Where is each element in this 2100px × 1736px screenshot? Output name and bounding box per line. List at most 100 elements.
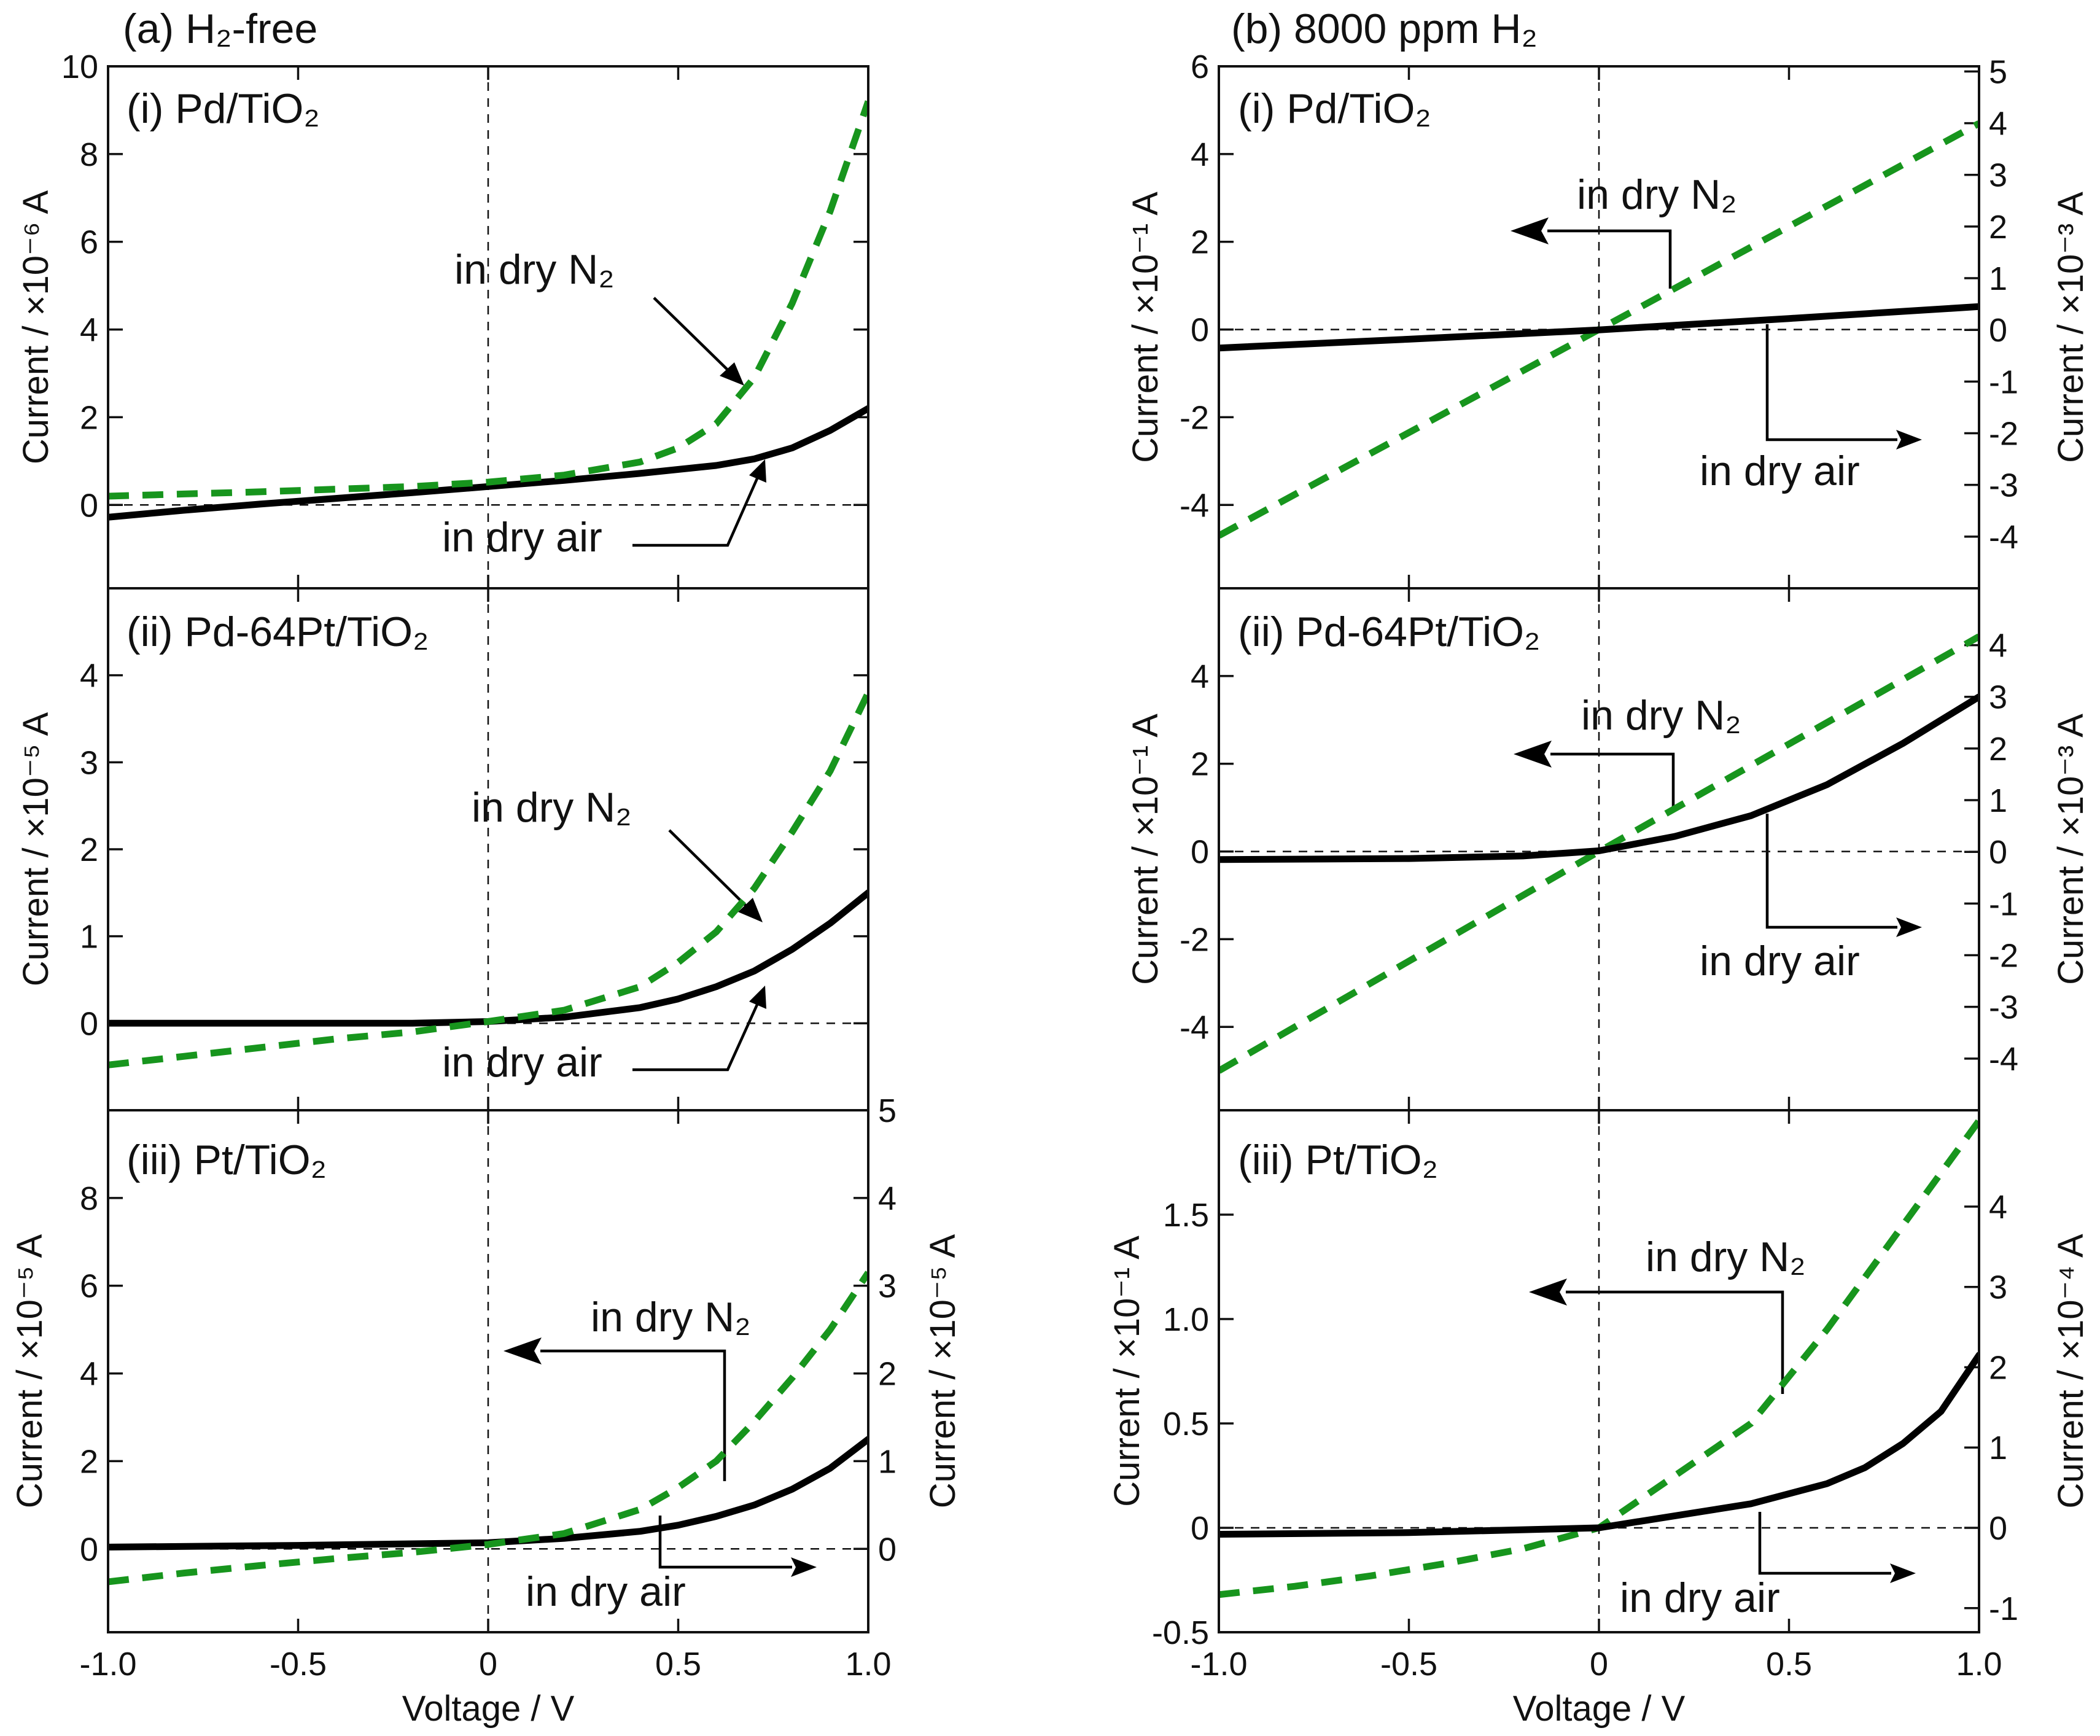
frame-b xyxy=(1218,65,1980,1633)
y-tick-label: 6 xyxy=(80,224,98,261)
annotation-arrow-air xyxy=(1765,324,1897,442)
annotation-n2: in dry N₂ xyxy=(1646,1234,1806,1280)
figure-title-a: (a) H₂-free xyxy=(123,6,317,52)
x-tick-label: 0.5 xyxy=(1766,1646,1812,1683)
y-tick-label-right: 2 xyxy=(1989,209,2007,246)
y-tick-label: -2 xyxy=(1180,921,1209,958)
annotation-air: in dry air xyxy=(1620,1574,1780,1621)
series-group xyxy=(108,100,868,521)
panel-label: (iii) Pt/TiO₂ xyxy=(126,1137,327,1183)
panel-label: (i) Pd/TiO₂ xyxy=(126,85,320,132)
y-tick-label: 2 xyxy=(80,399,98,436)
y-tick-label-right: 3 xyxy=(1989,1269,2007,1306)
panel-b-i: (i) Pd/TiO₂ Current / ×10⁻¹ A Current / … xyxy=(1126,49,2091,588)
annotation-arrow-air xyxy=(1765,814,1897,929)
y-tick-label: 8 xyxy=(80,1180,98,1217)
y-tick-label-right: 3 xyxy=(878,1268,896,1305)
arrowhead-air xyxy=(749,459,766,483)
annotation-air: in dry air xyxy=(526,1568,686,1615)
y-tick-label-right: 0 xyxy=(1989,312,2007,349)
y-tick-label-right: -1 xyxy=(1989,886,2018,922)
series-line-dry-air xyxy=(108,1436,868,1551)
y-axis-label: Current / ×10⁻¹ A xyxy=(1126,714,1165,985)
panel-a-ii: (ii) Pd-64Pt/TiO₂ Current / ×10⁻⁵ A in d… xyxy=(16,588,869,1110)
y-tick-label-right: 4 xyxy=(1989,628,2007,664)
series-group xyxy=(108,1271,868,1586)
x-tick-label: -1.0 xyxy=(79,1646,136,1683)
y-tick-label-right: 1 xyxy=(878,1443,896,1480)
y-tick-label-right: 0 xyxy=(1989,1510,2007,1547)
annotation-arrow-n2 xyxy=(668,829,753,913)
y-axis-label-right: Current / ×10⁻⁴ A xyxy=(2051,1234,2091,1509)
series-line-dry-n2 xyxy=(108,1271,868,1586)
y-tick-label-right: -2 xyxy=(1989,416,2018,453)
arrowhead-n2 xyxy=(504,1337,542,1364)
y-tick-label-right: 0 xyxy=(878,1531,896,1568)
y-tick-label-right: 2 xyxy=(878,1356,896,1393)
panel-a-i: (i) Pd/TiO₂ Current / ×10⁻⁶ A in dry N₂ … xyxy=(16,49,869,588)
y-tick-label-right: 2 xyxy=(1989,1349,2007,1386)
annotation-air: in dry air xyxy=(1700,938,1860,984)
y-axis-label-right: Current / ×10⁻³ A xyxy=(2051,714,2091,985)
x-tick-label: -1.0 xyxy=(1190,1646,1247,1683)
y-tick-label: 4 xyxy=(1191,658,1209,695)
arrowhead-n2 xyxy=(1514,741,1552,768)
arrowhead-air xyxy=(791,1557,817,1577)
y-tick-label-right: -3 xyxy=(1989,989,2018,1026)
y-tick-label-right: 4 xyxy=(1989,1189,2007,1226)
y-tick-label-right: 4 xyxy=(1989,106,2007,142)
annotation-arrow-n2 xyxy=(1547,229,1672,289)
y-tick-label-right: 0 xyxy=(1989,834,2007,871)
arrowhead-air xyxy=(749,986,766,1009)
panel-label: (i) Pd/TiO₂ xyxy=(1238,85,1431,132)
arrowhead-n2 xyxy=(720,362,744,386)
y-tick-label: 2 xyxy=(80,1443,98,1480)
arrowhead-air xyxy=(1896,917,1922,937)
x-tick-label: 1.0 xyxy=(1956,1646,2002,1683)
y-tick-label: 6 xyxy=(80,1268,98,1305)
y-tick-label: 4 xyxy=(1191,136,1209,173)
y-tick-label: 0.5 xyxy=(1163,1406,1209,1442)
y-tick-label: 2 xyxy=(1191,224,1209,261)
x-tick-label: -0.5 xyxy=(270,1646,327,1683)
annotation-air: in dry air xyxy=(1700,448,1860,494)
y-axis-label-right: Current / ×10⁻⁵ A xyxy=(923,1234,963,1508)
y-axis-label: Current / ×10⁻¹ A xyxy=(1107,1236,1147,1507)
annotation-arrow-air xyxy=(632,471,762,547)
y-tick-label: -2 xyxy=(1180,399,1209,436)
y-tick-label-right: 5 xyxy=(1989,53,2007,90)
y-tick-label: 0 xyxy=(80,1005,98,1042)
annotation-air: in dry air xyxy=(442,1039,602,1086)
y-tick-label: 0 xyxy=(80,487,98,524)
y-tick-label-right: -2 xyxy=(1989,938,2018,975)
y-tick-label: -4 xyxy=(1180,487,1209,524)
y-tick-label-right: 1 xyxy=(1989,1430,2007,1466)
arrowhead-n2 xyxy=(1529,1279,1567,1306)
series-line-dry-n2 xyxy=(1219,633,1979,1074)
y-tick-label-right: -1 xyxy=(1989,1590,2018,1627)
y-tick-label: 1.0 xyxy=(1163,1301,1209,1338)
series-group xyxy=(108,691,868,1068)
panel-b-iii: (iii) Pt/TiO₂ Current / ×10⁻¹ A Current … xyxy=(1107,1110,2091,1683)
arrowhead-air xyxy=(1890,1563,1916,1583)
y-tick-label-right: -4 xyxy=(1989,519,2018,556)
annotation-arrow-air xyxy=(1758,1512,1891,1575)
x-tick-label: 1.0 xyxy=(845,1646,891,1683)
arrowhead-air xyxy=(1896,430,1922,450)
y-tick-label-right: -4 xyxy=(1989,1041,2018,1078)
annotation-arrow-n2 xyxy=(540,1349,726,1481)
series-line-dry-air xyxy=(1219,303,1979,352)
y-tick-label: 2 xyxy=(1191,746,1209,783)
y-tick-label: 8 xyxy=(80,136,98,173)
series-line-dry-air xyxy=(1219,693,1979,863)
x-tick-label: 0 xyxy=(1590,1646,1608,1683)
y-tick-label-right: -1 xyxy=(1989,364,2018,400)
y-tick-label-right: 2 xyxy=(1989,731,2007,768)
x-tick-label: 0.5 xyxy=(655,1646,701,1683)
frame-a xyxy=(107,65,869,1633)
y-tick-label-right: 4 xyxy=(878,1180,896,1217)
y-tick-label-right: 3 xyxy=(1989,157,2007,194)
y-axis-label: Current / ×10⁻⁶ A xyxy=(16,190,56,465)
y-tick-label-right: 3 xyxy=(1989,679,2007,716)
